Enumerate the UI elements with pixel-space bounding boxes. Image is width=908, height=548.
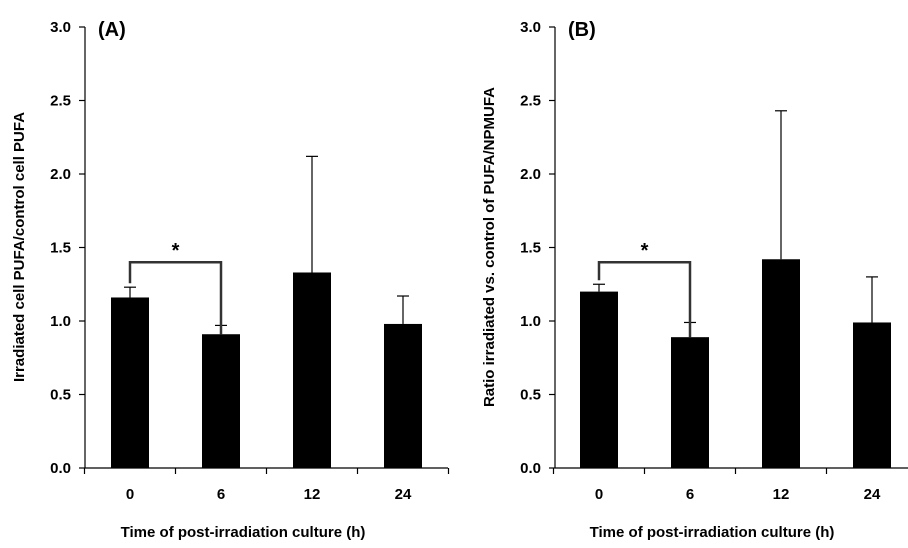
x-tick-label: 12 [773,486,790,503]
chart-panel-b: 0.0 0.5 1.0 1.5 2.0 2.5 3.0 0 6 12 24 * (B) Ratio irr… [481,19,908,541]
x-tick-label: 12 [304,486,321,503]
bar [580,291,618,468]
x-tick-label: 0 [595,486,603,503]
y-tick-label: 0.0 [50,460,71,477]
x-tick-label: 6 [217,486,225,503]
y-tick-label: 0.5 [50,387,71,404]
bar [762,259,800,468]
panel-label: (A) [98,19,126,41]
y-tick-label: 1.5 [520,240,541,257]
y-tick-label: 1.0 [50,313,71,330]
bar [111,297,149,468]
y-tick-label: 2.5 [520,93,541,110]
y-tick-label: 2.0 [520,166,541,183]
y-tick-label: 2.5 [50,93,71,110]
x-tick-label: 0 [126,486,134,503]
x-tick-label: 24 [395,486,412,503]
chart-panel-a: 0.0 0.5 1.0 1.5 2.0 2.5 3.0 0 6 12 24 * (A) Irradiate… [11,19,450,541]
x-tick-label: 6 [686,486,694,503]
y-tick-label: 3.0 [520,19,541,36]
significance-marker: * [641,240,649,262]
y-tick-label: 3.0 [50,19,71,36]
significance-bracket [597,260,692,338]
x-tick-label: 24 [864,486,881,503]
x-axis-title: Time of post-irradiation culture (h) [121,524,366,541]
significance-marker: * [172,240,180,262]
bar [293,272,331,468]
x-axis-title: Time of post-irradiation culture (h) [590,524,835,541]
bar [384,323,422,468]
y-tick-label: 0.5 [520,387,541,404]
y-axis-title: Irradiated cell PUFA/control cell PUFA [11,112,28,382]
y-tick-label: 0.0 [520,460,541,477]
significance-bracket [128,260,223,335]
bar [853,322,891,468]
y-tick-label: 2.0 [50,166,71,183]
bar [671,337,709,468]
panel-label: (B) [568,19,596,41]
y-axis-title: Ratio irradiated vs. control of PUFA/NPM… [481,87,498,407]
y-tick-label: 1.0 [520,313,541,330]
bar [202,334,240,468]
y-tick-label: 1.5 [50,240,71,257]
